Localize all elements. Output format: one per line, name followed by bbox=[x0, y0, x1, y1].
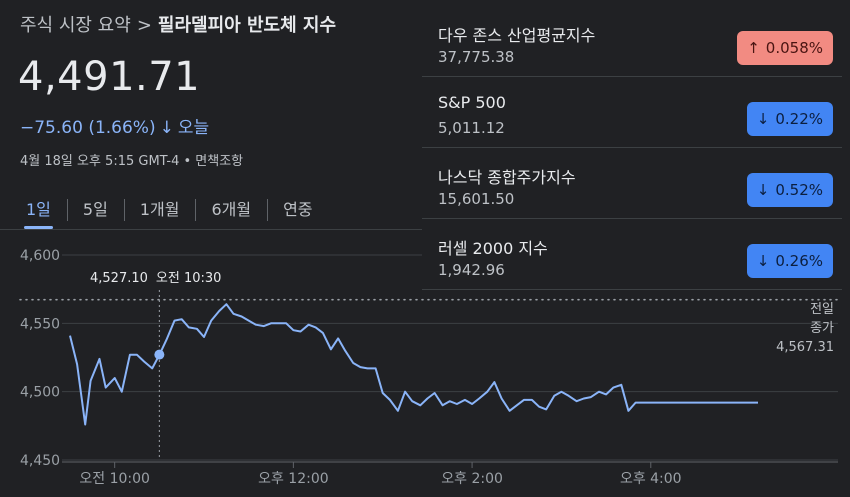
index-row-russell-2000[interactable]: 러셀 2000 지수 1,942.96 ↓ 0.26% bbox=[422, 219, 842, 290]
quote-timestamp: 4월 18일 오후 5:15 GMT-4 • 면책조항 bbox=[20, 154, 244, 169]
index-value: 5,011.12 bbox=[438, 119, 505, 137]
change-badge: ↑ 0.058% bbox=[737, 31, 833, 65]
crosshair-point bbox=[154, 349, 165, 360]
tab-ytd[interactable]: 연중 bbox=[267, 191, 328, 225]
index-name: 나스닥 종합주가지수 bbox=[438, 168, 576, 187]
current-price: 4,491.71 bbox=[18, 54, 201, 100]
index-value: 1,942.96 bbox=[438, 261, 505, 279]
x-tick-label: 오전 10:00 bbox=[79, 471, 150, 487]
series-line bbox=[69, 303, 758, 426]
index-row-sp500[interactable]: S&P 500 5,011.12 ↓ 0.22% bbox=[422, 77, 842, 148]
breadcrumb-separator: > bbox=[136, 15, 152, 36]
y-tick-label: 4,550 bbox=[20, 316, 60, 332]
price-change-value: −75.60 (1.66%) bbox=[20, 118, 156, 138]
tab-1-day[interactable]: 1일 bbox=[10, 191, 67, 229]
arrow-down-icon: ↓ bbox=[756, 110, 770, 128]
tab-1-month[interactable]: 1개월 bbox=[123, 191, 196, 225]
change-badge-text: 0.26% bbox=[775, 252, 823, 270]
index-name: 다우 존스 산업평균지수 bbox=[438, 26, 596, 45]
x-tick-label: 오후 12:00 bbox=[258, 471, 329, 487]
index-value: 15,601.50 bbox=[438, 190, 515, 208]
price-change: −75.60 (1.66%) ↓ 오늘 bbox=[20, 113, 209, 138]
tooltip-time: 오전 10:30 bbox=[155, 271, 222, 286]
index-row-dow-jones[interactable]: 다우 존스 산업평균지수 37,775.38 ↑ 0.058% bbox=[422, 6, 842, 77]
arrow-up-icon: ↑ bbox=[747, 39, 760, 57]
tab-5-days[interactable]: 5일 bbox=[66, 191, 124, 225]
change-badge-text: 0.22% bbox=[775, 110, 823, 128]
index-name: 러셀 2000 지수 bbox=[438, 239, 548, 258]
market-indices-panel: 다우 존스 산업평균지수 37,775.38 ↑ 0.058% S&P 500 5… bbox=[422, 0, 850, 290]
arrow-down-icon: ↓ bbox=[159, 118, 174, 138]
previous-close-value: 4,567.31 bbox=[776, 340, 834, 355]
change-badge: ↓ 0.26% bbox=[746, 244, 833, 278]
x-tick-label: 오후 2:00 bbox=[441, 471, 503, 487]
arrow-down-icon: ↓ bbox=[756, 181, 770, 199]
change-badge-text: 0.52% bbox=[775, 181, 823, 199]
breadcrumb: 주식 시장 요약 > 필라델피아 반도체 지수 bbox=[20, 11, 336, 37]
previous-close-label: 전일 종가 4,567.31 bbox=[776, 300, 834, 357]
previous-close-label-line2: 종가 bbox=[810, 321, 834, 336]
index-row-nasdaq[interactable]: 나스닥 종합주가지수 15,601.50 ↓ 0.52% bbox=[422, 148, 842, 219]
tooltip-value: 4,527.10 bbox=[90, 271, 148, 286]
y-tick-label: 4,450 bbox=[20, 453, 60, 469]
change-badge: ↓ 0.52% bbox=[746, 173, 833, 207]
previous-close-label-line1: 전일 bbox=[810, 302, 834, 317]
tab-6-months[interactable]: 6개월 bbox=[195, 191, 267, 225]
change-badge: ↓ 0.22% bbox=[746, 102, 833, 136]
y-tick-label: 4,500 bbox=[20, 385, 60, 401]
tabs-divider bbox=[0, 229, 422, 230]
time-range-tabs: 1일 5일 1개월 6개월 연중 bbox=[10, 188, 329, 229]
change-badge-text: 0.058% bbox=[765, 39, 823, 57]
chart-tooltip: 4,527.10 오전 10:30 bbox=[80, 263, 232, 290]
y-tick-label: 4,600 bbox=[20, 248, 60, 264]
change-period-label: 오늘 bbox=[177, 118, 210, 138]
breadcrumb-parent-link[interactable]: 주식 시장 요약 bbox=[20, 15, 131, 36]
price-chart[interactable]: 4,600 4,550 4,500 4,450 오전 10:00 오후 12:00 오후 2… bbox=[0, 232, 850, 497]
x-tick-label: 오후 4:00 bbox=[620, 471, 682, 487]
arrow-down-icon: ↓ bbox=[756, 252, 770, 270]
index-name: S&P 500 bbox=[438, 93, 506, 112]
index-value: 37,775.38 bbox=[438, 48, 515, 66]
page-title: 필라델피아 반도체 지수 bbox=[157, 15, 337, 36]
